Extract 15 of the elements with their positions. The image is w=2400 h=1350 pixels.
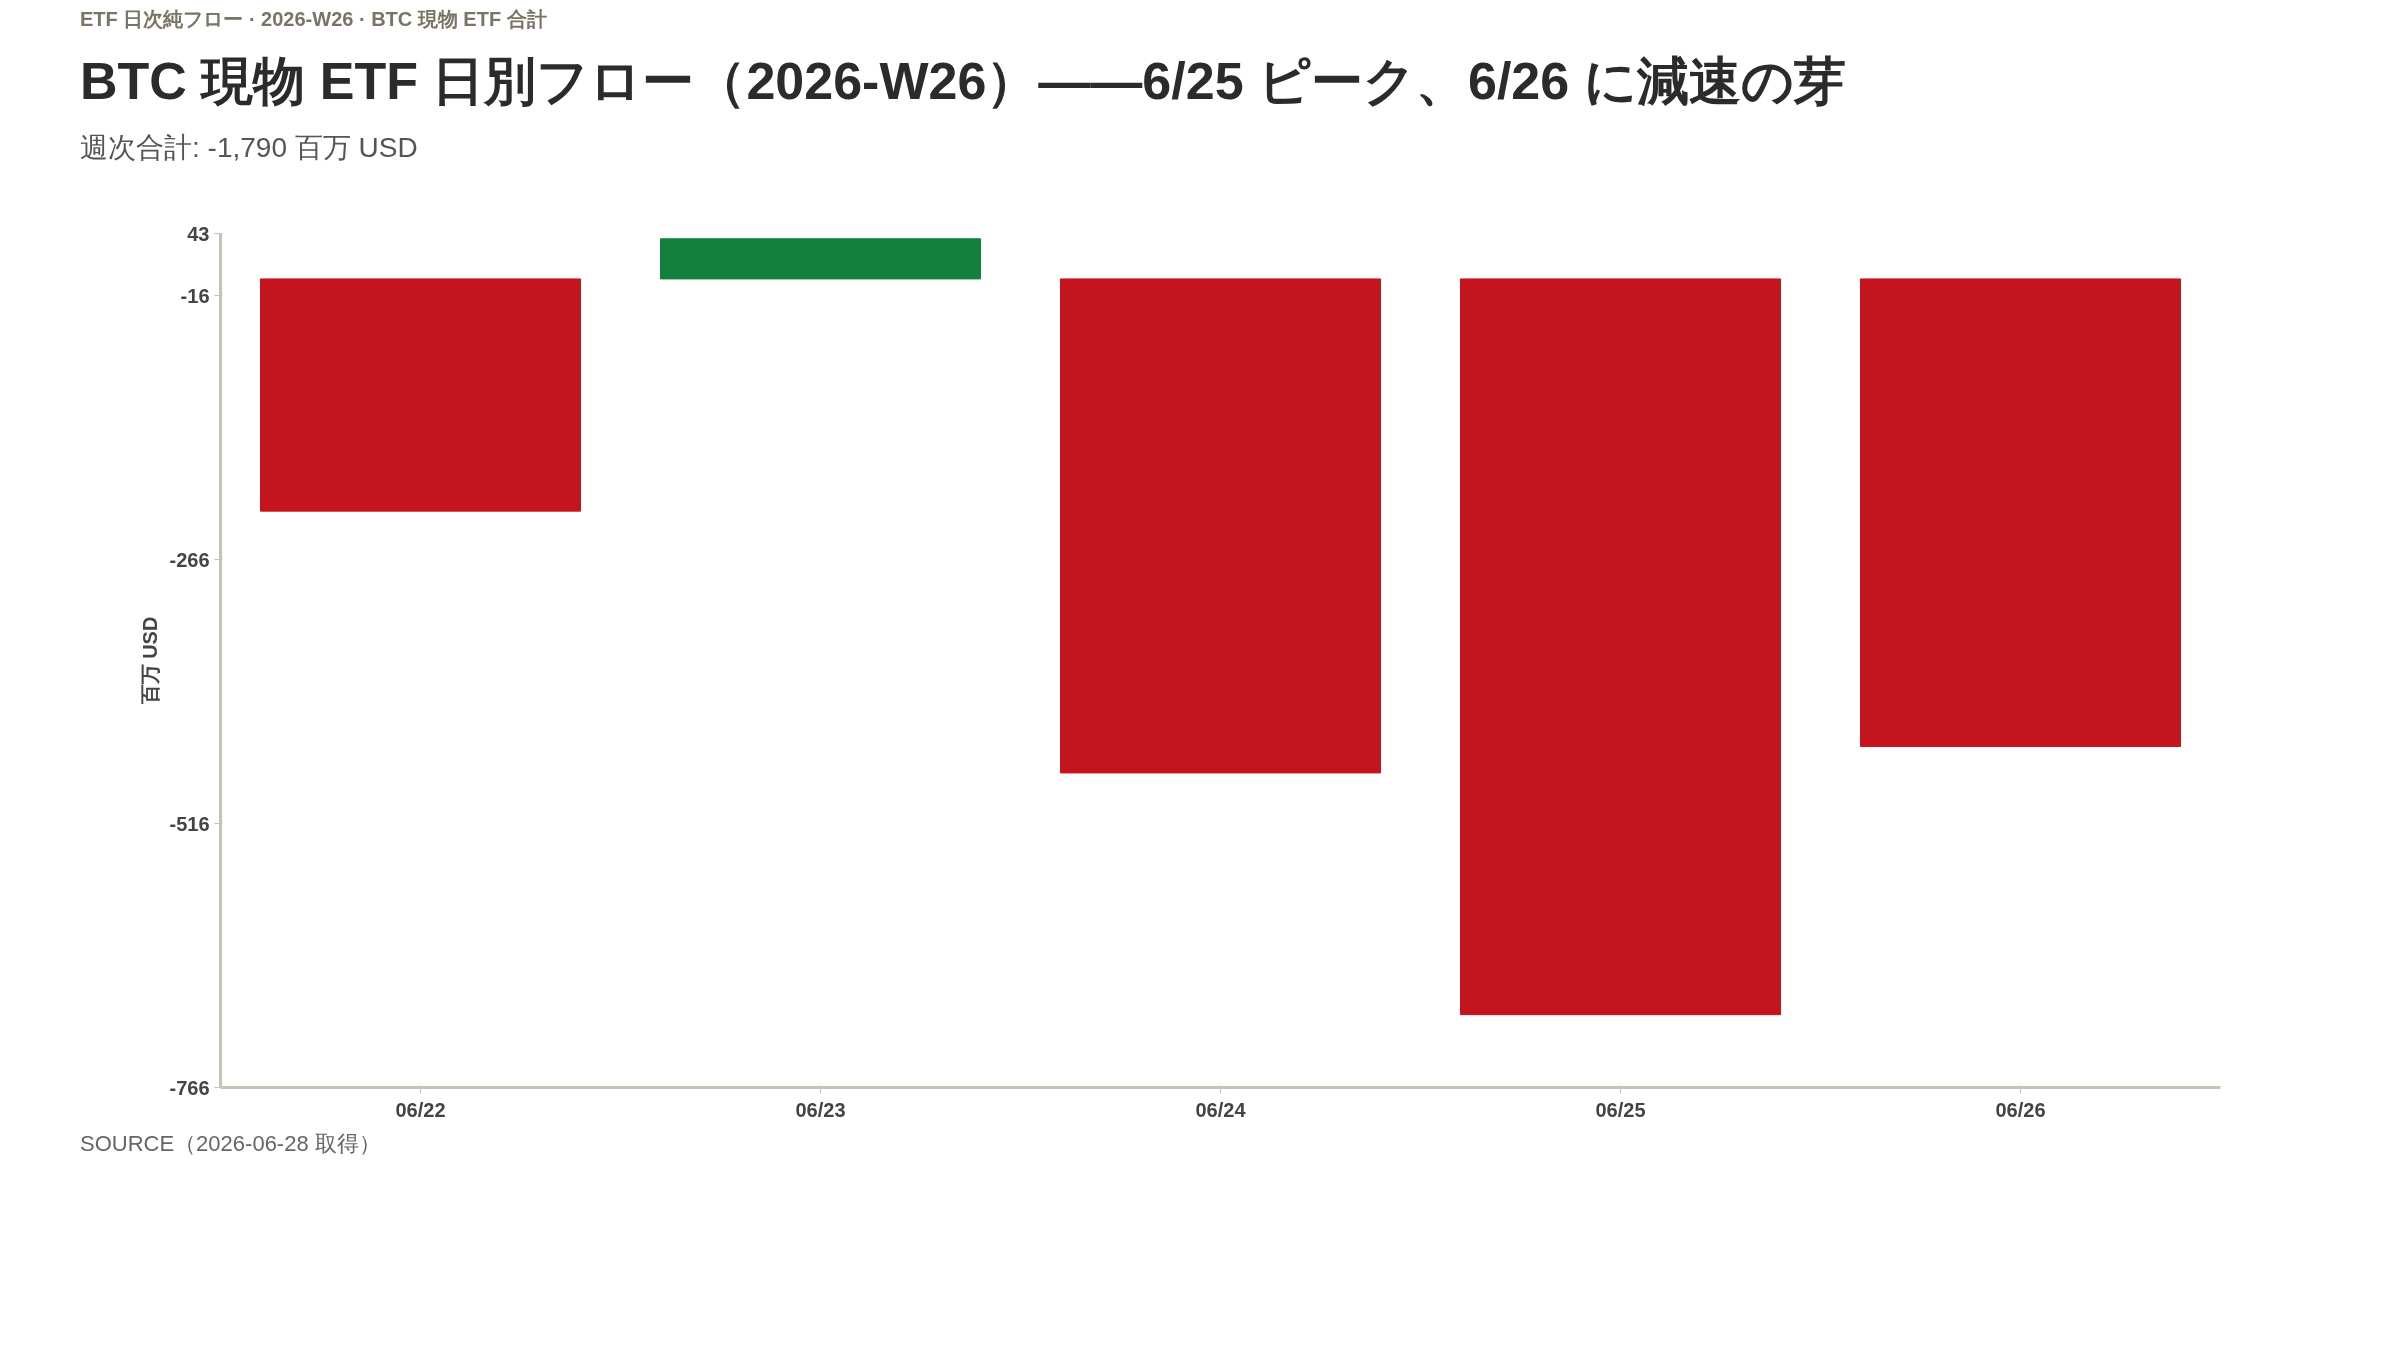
x-tick-label: 06/22: [395, 1098, 446, 1121]
y-tick-label: 43: [187, 222, 210, 245]
x-tick-label: 06/23: [795, 1098, 846, 1121]
chart-subtitle: 週次合計: -1,790 百万 USD: [80, 130, 418, 165]
y-tick-label: -766: [169, 1076, 210, 1099]
x-tick-label: 06/24: [1195, 1098, 1247, 1121]
chart-title: BTC 現物 ETF 日別フロー（2026-W26）——6/25 ピーク、6/26 に減速の芽: [80, 50, 1846, 112]
y-tick-label: -16: [180, 284, 210, 307]
y-tick-label: -266: [169, 548, 210, 571]
y-axis-title: 百万 USD: [139, 616, 162, 706]
x-tick-label: 06/26: [1995, 1098, 2046, 1121]
text: ETF 日次純フロー · 2026-W26 · BTC 現物 ETF 合計: [80, 7, 547, 32]
source-note: SOURCE（2026-06-28 取得）: [80, 1129, 381, 1158]
x-tick-label: 06/25: [1595, 1098, 1646, 1121]
y-tick-label: -516: [169, 812, 210, 835]
